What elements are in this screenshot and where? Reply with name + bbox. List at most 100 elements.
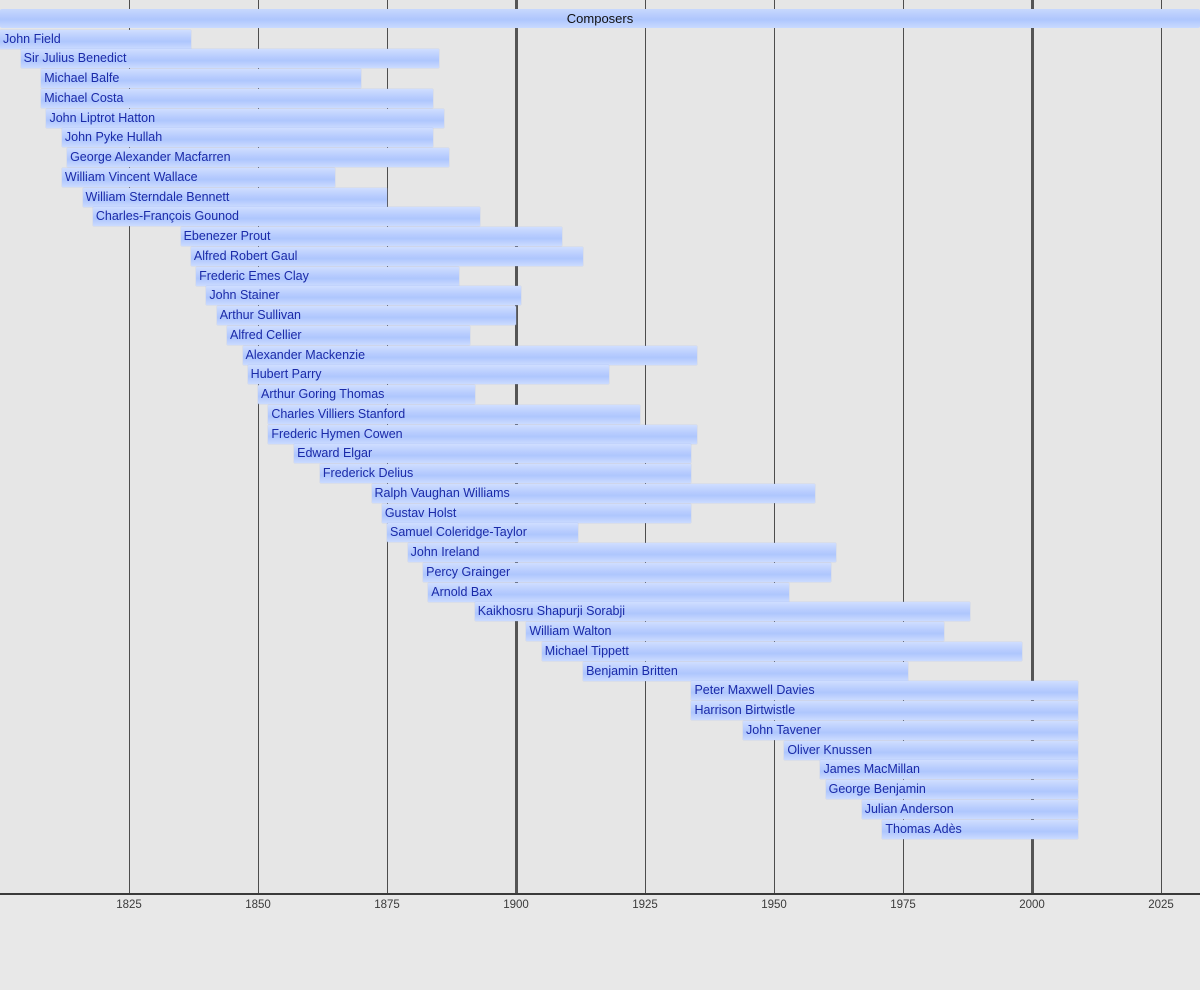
timeline-row[interactable]: John Field <box>0 29 1200 49</box>
lifespan-bar[interactable] <box>820 760 1079 780</box>
lifespan-bar[interactable] <box>20 49 439 69</box>
lifespan-bar[interactable] <box>227 325 470 345</box>
lifespan-bar[interactable] <box>825 780 1079 799</box>
lifespan-bar[interactable] <box>41 69 362 88</box>
tick-label-1975: 1975 <box>890 899 916 911</box>
gridline-2025 <box>1161 0 1162 893</box>
timeline-row[interactable]: Hubert Parry <box>0 365 1200 385</box>
lifespan-bar[interactable] <box>474 602 971 622</box>
timeline-row[interactable]: Ebenezer Prout <box>0 227 1200 246</box>
timeline-row[interactable]: Michael Costa <box>0 88 1200 108</box>
timeline-row[interactable]: Arthur Goring Thomas <box>0 385 1200 404</box>
timeline-row[interactable]: John Ireland <box>0 543 1200 562</box>
lifespan-bar[interactable] <box>541 641 1022 661</box>
lifespan-bar[interactable] <box>41 88 434 108</box>
timeline-row[interactable]: John Pyke Hullah <box>0 128 1200 148</box>
lifespan-bar[interactable] <box>371 483 816 503</box>
lifespan-bar[interactable] <box>423 562 831 582</box>
timeline-row[interactable]: Oliver Knussen <box>0 740 1200 760</box>
bar-label: John Ireland <box>410 545 480 559</box>
lifespan-bar[interactable] <box>206 286 522 306</box>
timeline-row[interactable]: Samuel Coleridge-Taylor <box>0 523 1200 543</box>
timeline-row[interactable]: Percy Grainger <box>0 562 1200 582</box>
timeline-row[interactable]: Michael Tippett <box>0 641 1200 661</box>
timeline-row[interactable]: Thomas Adès <box>0 819 1200 839</box>
bar-label: John Field <box>3 31 61 46</box>
bar-label: Charles-François Gounod <box>95 209 239 224</box>
timeline-row[interactable]: Charles-François Gounod <box>0 207 1200 227</box>
bar-label: Alexander Mackenzie <box>245 347 366 362</box>
timeline-row[interactable]: Harrison Birtwistle <box>0 701 1200 720</box>
timeline-row[interactable]: Julian Anderson <box>0 799 1200 819</box>
gridline-2000 <box>1031 0 1034 893</box>
lifespan-bar[interactable] <box>294 444 692 464</box>
lifespan-bar[interactable] <box>387 523 578 543</box>
timeline-row[interactable]: William Sterndale Bennett <box>0 187 1200 207</box>
bar-label: George Alexander Macfarren <box>70 150 231 164</box>
lifespan-bar[interactable] <box>691 701 1079 720</box>
bar-label: Thomas Adès <box>885 821 962 836</box>
timeline-row[interactable]: Michael Balfe <box>0 69 1200 88</box>
lifespan-bar[interactable] <box>196 266 460 286</box>
bar-label: Oliver Knussen <box>787 742 873 757</box>
timeline-row[interactable]: William Vincent Wallace <box>0 167 1200 187</box>
lifespan-bar[interactable] <box>46 108 444 128</box>
lifespan-bar[interactable] <box>268 404 640 424</box>
lifespan-bar[interactable] <box>784 740 1079 760</box>
timeline-row[interactable]: Edward Elgar <box>0 444 1200 464</box>
lifespan-bar[interactable] <box>61 167 336 187</box>
timeline-row[interactable]: Peter Maxwell Davies <box>0 681 1200 701</box>
lifespan-bar[interactable] <box>67 148 449 167</box>
timeline-row[interactable]: Alexander Mackenzie <box>0 345 1200 365</box>
timeline-row[interactable]: Ralph Vaughan Williams <box>0 483 1200 503</box>
lifespan-bar[interactable] <box>428 582 790 602</box>
lifespan-bar[interactable] <box>407 543 836 562</box>
timeline-row[interactable]: John Liptrot Hatton <box>0 108 1200 128</box>
bar-label: Julian Anderson <box>864 801 954 816</box>
lifespan-bar[interactable] <box>247 365 609 385</box>
timeline-row[interactable]: Sir Julius Benedict <box>0 49 1200 69</box>
timeline-row[interactable]: Alfred Cellier <box>0 325 1200 345</box>
tick-label-1825: 1825 <box>116 899 142 911</box>
lifespan-bar[interactable] <box>583 661 909 681</box>
lifespan-bar[interactable] <box>882 819 1079 839</box>
lifespan-bar[interactable] <box>691 681 1079 701</box>
timeline-row[interactable]: Kaikhosru Shapurji Sorabji <box>0 602 1200 622</box>
lifespan-bar[interactable] <box>242 345 697 365</box>
lifespan-bar[interactable] <box>180 227 563 246</box>
timeline-row[interactable]: Charles Villiers Stanford <box>0 404 1200 424</box>
bar-label: Peter Maxwell Davies <box>694 683 815 698</box>
timeline-row[interactable]: John Stainer <box>0 286 1200 306</box>
bar-label: Frederic Hymen Cowen <box>271 426 403 441</box>
lifespan-bar[interactable] <box>82 187 387 207</box>
lifespan-bar[interactable] <box>258 385 475 404</box>
timeline-row[interactable]: James MacMillan <box>0 760 1200 780</box>
timeline-row[interactable]: William Walton <box>0 622 1200 641</box>
lifespan-bar[interactable] <box>319 464 692 483</box>
timeline-row[interactable]: Frederic Emes Clay <box>0 266 1200 286</box>
lifespan-bar[interactable] <box>92 207 480 227</box>
timeline-row[interactable]: Benjamin Britten <box>0 661 1200 681</box>
lifespan-bar[interactable] <box>526 622 945 641</box>
lifespan-bar[interactable] <box>0 29 191 49</box>
timeline-row[interactable]: Gustav Holst <box>0 503 1200 523</box>
timeline-row[interactable]: Arthur Sullivan <box>0 306 1200 325</box>
tick-label-1900: 1900 <box>503 899 529 911</box>
lifespan-bar[interactable] <box>61 128 434 148</box>
lifespan-bar[interactable] <box>861 799 1079 819</box>
bar-label: Charles Villiers Stanford <box>271 406 406 421</box>
timeline-row[interactable]: John Tavener <box>0 720 1200 740</box>
lifespan-bar[interactable] <box>190 246 584 266</box>
x-axis-line <box>0 893 1200 895</box>
timeline-row[interactable]: Frederic Hymen Cowen <box>0 424 1200 444</box>
lifespan-bar[interactable] <box>268 424 697 444</box>
timeline-row[interactable]: George Benjamin <box>0 780 1200 799</box>
bar-label: James MacMillan <box>823 762 920 777</box>
lifespan-bar[interactable] <box>216 306 516 325</box>
lifespan-bar[interactable] <box>743 720 1079 740</box>
timeline-row[interactable]: George Alexander Macfarren <box>0 148 1200 167</box>
timeline-row[interactable]: Arnold Bax <box>0 582 1200 602</box>
timeline-row[interactable]: Frederick Delius <box>0 464 1200 483</box>
timeline-row[interactable]: Alfred Robert Gaul <box>0 246 1200 266</box>
lifespan-bar[interactable] <box>381 503 692 523</box>
